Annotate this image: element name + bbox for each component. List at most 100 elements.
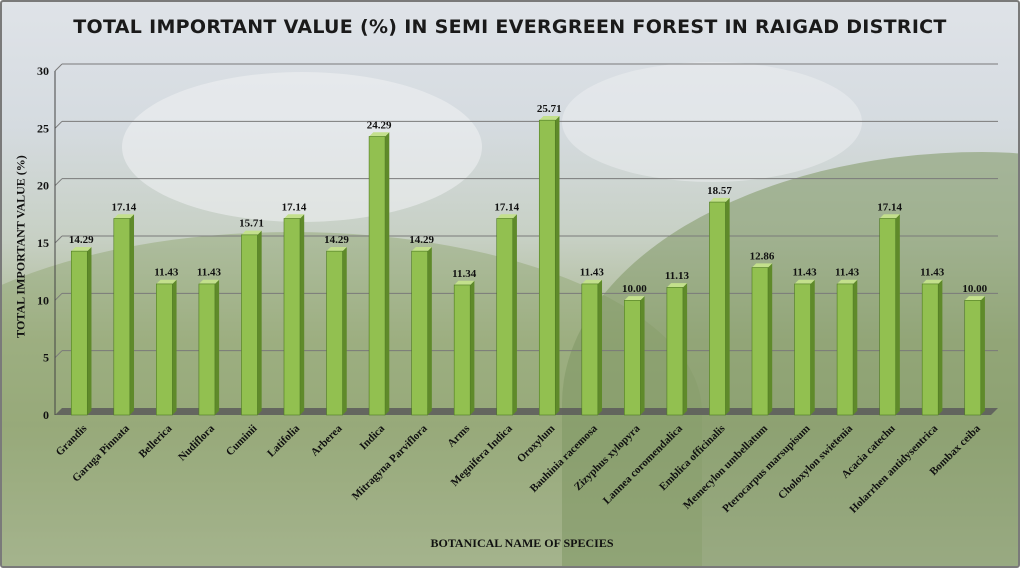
y-tick-label: 5 (43, 351, 49, 365)
bar-front (70, 250, 88, 416)
x-tick-label: Memecylon umbellatum (681, 423, 770, 512)
bar-top (879, 214, 900, 219)
bar-front (709, 201, 726, 416)
data-label: 12.86 (750, 250, 775, 262)
data-label: 24.29 (367, 119, 392, 131)
bar (624, 296, 645, 416)
bar-front (624, 300, 641, 416)
bar-side (172, 279, 177, 415)
bar-front (666, 287, 684, 416)
bar (751, 263, 773, 416)
bar-front (879, 218, 896, 416)
bar-side (768, 263, 773, 415)
y-tick-label: 10 (37, 293, 49, 307)
grid-line-depth (54, 120, 63, 129)
data-label: 10.00 (962, 283, 987, 295)
data-label: 18.57 (707, 185, 732, 197)
bar (921, 279, 943, 416)
bar-front (198, 283, 216, 416)
bar-side (810, 279, 815, 415)
bar-top (837, 279, 858, 284)
bar-front (751, 267, 769, 416)
grid-line-depth (54, 350, 63, 359)
x-tick-label: Holarrhen antidysentrica (847, 422, 940, 515)
bar (283, 214, 305, 416)
x-tick-label: Lannea coromendalica (601, 422, 686, 507)
data-label: 11.43 (154, 267, 179, 279)
bar-top (198, 279, 220, 284)
data-label: 17.14 (282, 201, 307, 213)
bar-top (624, 296, 645, 301)
bar-top (156, 279, 177, 284)
bar-side (682, 283, 688, 415)
grid-line-depth (54, 292, 63, 301)
x-tick-label: Oroxylum (515, 423, 557, 465)
bar-top (709, 197, 730, 203)
bar-front (581, 283, 599, 416)
bar-side (725, 197, 730, 415)
x-tick-label: Arberea (309, 422, 345, 458)
bar-top (539, 115, 560, 121)
x-tick-label: Pterocarpus marsupisum (720, 423, 812, 515)
x-tick-label: Nudiflora (176, 422, 217, 463)
bar-front (368, 136, 386, 416)
data-label: 10.00 (622, 283, 647, 295)
bar (113, 214, 135, 416)
bar (879, 214, 900, 416)
background-cloud (562, 62, 862, 182)
bars (70, 115, 985, 416)
data-label: 11.43 (197, 267, 222, 279)
data-label: 17.14 (111, 201, 136, 213)
bar (326, 246, 347, 416)
bar-front (496, 218, 514, 416)
bar-top (326, 246, 347, 252)
bar (581, 279, 603, 416)
bar-side (938, 279, 943, 415)
bar-side (555, 115, 560, 415)
data-label: 17.14 (877, 201, 902, 213)
bar-top (369, 132, 390, 137)
bar-side (257, 230, 262, 415)
bar (453, 280, 475, 416)
bar-side (853, 279, 858, 415)
bar-side (597, 279, 603, 415)
y-axis-title: TOTAL IMPORTANT VALUE (%) (13, 155, 28, 338)
data-label: 17.14 (494, 201, 519, 213)
bar-top (794, 279, 815, 284)
bar-top (113, 214, 135, 219)
data-label: 14.29 (324, 234, 349, 246)
bar (836, 279, 858, 416)
bar-side (470, 280, 475, 415)
bar-side (980, 296, 985, 415)
bar-front (836, 283, 854, 416)
x-tick-label: Latifolia (265, 422, 302, 459)
bar-front (538, 119, 556, 416)
bar-top (964, 296, 985, 301)
data-label: 11.43 (920, 267, 945, 279)
bar-front (921, 283, 939, 416)
data-label: 11.43 (580, 267, 605, 279)
bar (241, 230, 262, 416)
bar (666, 283, 688, 416)
bar-side (300, 214, 305, 415)
grid-line-depth (54, 63, 63, 72)
data-label: 11.43 (835, 267, 860, 279)
data-label: 14.29 (69, 234, 94, 246)
x-tick-label: Bellerica (137, 422, 175, 460)
bar-front (113, 218, 131, 416)
data-label: 14.29 (409, 234, 434, 246)
bar-side (129, 214, 135, 415)
x-axis-title: BOTANICAL NAME OF SPECIES (430, 536, 614, 550)
grid-line-depth (54, 178, 63, 187)
y-tick-label: 25 (37, 121, 49, 135)
bar (964, 296, 985, 416)
bar-top (454, 280, 475, 285)
bar-side (87, 246, 92, 415)
bar-top (581, 279, 603, 284)
y-tick-label: 30 (37, 64, 49, 78)
bar-side (385, 132, 390, 416)
data-label: 15.71 (239, 218, 264, 230)
data-label: 11.43 (792, 267, 817, 279)
